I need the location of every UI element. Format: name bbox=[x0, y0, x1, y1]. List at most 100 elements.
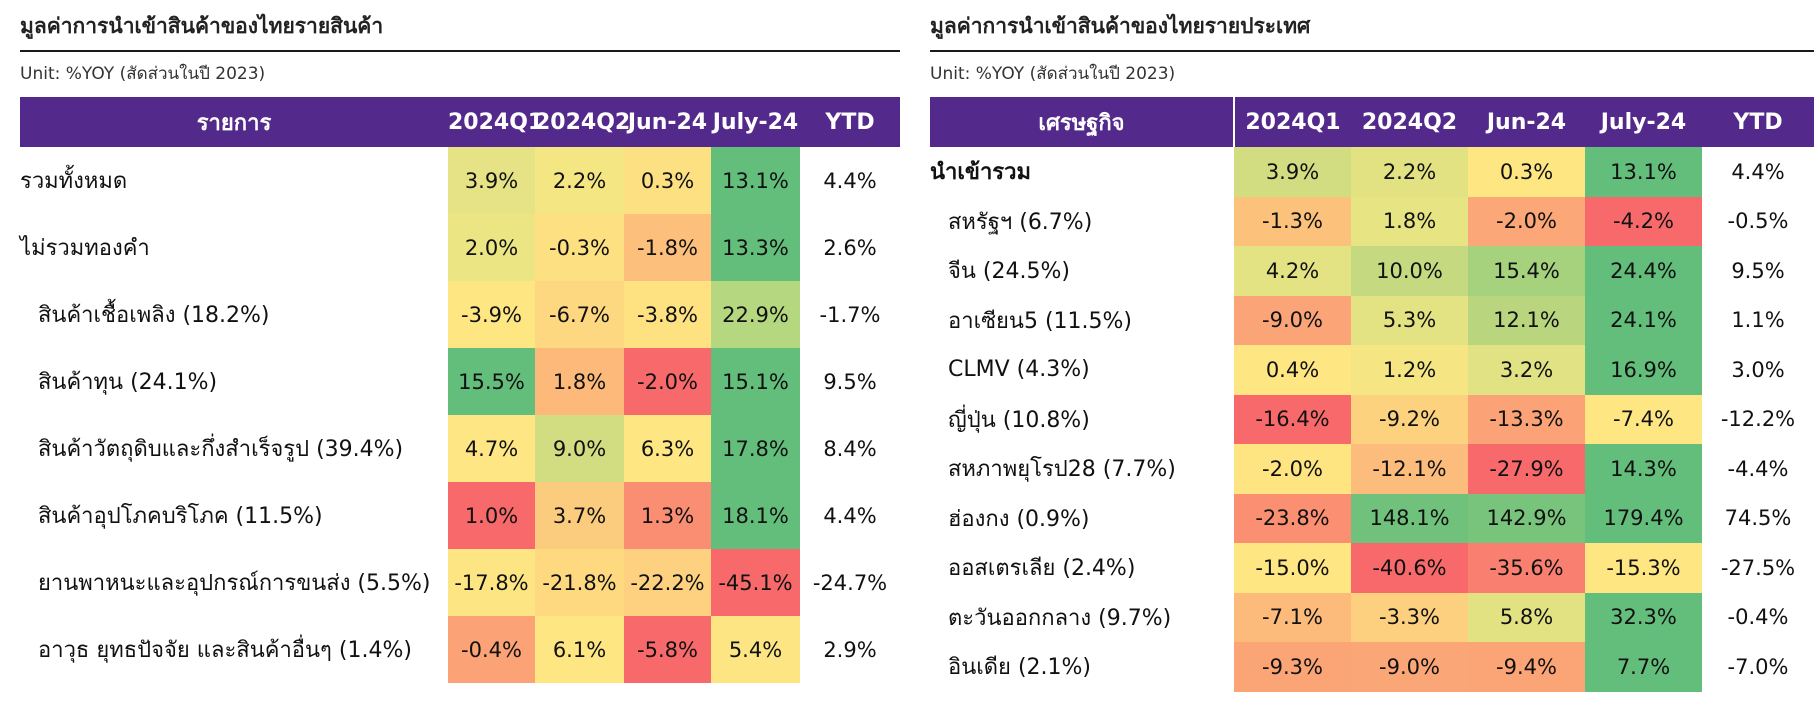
value-cell: -40.6% bbox=[1351, 543, 1468, 593]
value-cell: -45.1% bbox=[711, 549, 800, 616]
header-jun-24: Jun-24 bbox=[624, 97, 711, 147]
row-label: สินค้าเชื้อเพลิง (18.2%) bbox=[38, 303, 270, 328]
value-cell: -2.0% bbox=[1234, 444, 1351, 494]
table-row: CLMV (4.3%) 0.4% 1.2% 3.2% 16.9% 3.0% bbox=[930, 345, 1814, 395]
value-cell: 1.1% bbox=[1702, 295, 1814, 345]
value-cell: 6.1% bbox=[535, 616, 624, 683]
value-cell: 5.3% bbox=[1351, 295, 1468, 345]
value-cell: 1.0% bbox=[448, 482, 535, 549]
value-cell: 15.5% bbox=[448, 348, 535, 415]
value-cell: 22.9% bbox=[711, 281, 800, 348]
country-table-title: มูลค่าการนำเข้าสินค้าของไทยรายประเทศ bbox=[930, 14, 1311, 38]
value-cell: 2.2% bbox=[535, 147, 624, 214]
value-cell: 3.9% bbox=[1234, 147, 1351, 197]
row-label: ยานพาหนะและอุปกรณ์การขนส่ง (5.5%) bbox=[38, 571, 431, 596]
header-ytd: YTD bbox=[1702, 97, 1814, 147]
header-economy: เศรษฐกิจ bbox=[930, 97, 1235, 147]
value-cell: 24.4% bbox=[1585, 246, 1702, 296]
value-cell: 24.1% bbox=[1585, 295, 1702, 345]
product-import-table: รายการ 2024Q1 2024Q2 Jun-24 July-24 YTD … bbox=[20, 97, 900, 683]
row-label: ออสเตรเลีย (2.4%) bbox=[948, 556, 1136, 582]
value-cell: -17.8% bbox=[448, 549, 535, 616]
header-item: รายการ bbox=[20, 97, 448, 147]
country-unit-note: Unit: %YOY (สัดส่วนในปี 2023) bbox=[930, 64, 1176, 84]
row-label: รวมทั้งหมด bbox=[20, 169, 128, 194]
header-2024q1: 2024Q1 bbox=[1234, 97, 1351, 147]
value-cell: -5.8% bbox=[624, 616, 711, 683]
value-cell: 6.3% bbox=[624, 415, 711, 482]
value-cell: 5.4% bbox=[711, 616, 800, 683]
table-row: สินค้าเชื้อเพลิง (18.2%) -3.9% -6.7% -3.8% 2… bbox=[20, 281, 900, 348]
value-cell: -0.4% bbox=[1702, 592, 1814, 642]
value-cell: 74.5% bbox=[1702, 493, 1814, 543]
table-header-row: เศรษฐกิจ 2024Q1 2024Q2 Jun-24 July-24 YT… bbox=[930, 97, 1814, 147]
value-cell: -15.0% bbox=[1234, 543, 1351, 593]
row-label: นำเข้ารวม bbox=[930, 160, 1031, 186]
table-row: อาเซียน5 (11.5%) -9.0% 5.3% 12.1% 24.1% 1.1% bbox=[930, 295, 1814, 345]
row-label: อาวุธ ยุทธปัจจัย และสินค้าอื่นๆ (1.4%) bbox=[38, 638, 412, 663]
value-cell: 3.2% bbox=[1468, 345, 1585, 395]
row-label: ไม่รวมทองคำ bbox=[20, 236, 150, 261]
value-cell: 5.8% bbox=[1468, 592, 1585, 642]
row-label: สหรัฐฯ (6.7%) bbox=[948, 209, 1093, 235]
value-cell: 0.3% bbox=[624, 147, 711, 214]
row-label: สินค้าทุน (24.1%) bbox=[38, 370, 218, 395]
value-cell: -9.4% bbox=[1468, 642, 1585, 692]
table-row: ยานพาหนะและอุปกรณ์การขนส่ง (5.5%) -17.8% -… bbox=[20, 549, 900, 616]
title-divider bbox=[20, 50, 900, 52]
table-header-row: รายการ 2024Q1 2024Q2 Jun-24 July-24 YTD bbox=[20, 97, 900, 147]
value-cell: 148.1% bbox=[1351, 493, 1468, 543]
value-cell: -2.0% bbox=[1468, 196, 1585, 246]
value-cell: -13.3% bbox=[1468, 394, 1585, 444]
table-row: สินค้าทุน (24.1%) 15.5% 1.8% -2.0% 15.1% 9.5% bbox=[20, 348, 900, 415]
value-cell: -3.3% bbox=[1351, 592, 1468, 642]
value-cell: 0.4% bbox=[1234, 345, 1351, 395]
value-cell: 179.4% bbox=[1585, 493, 1702, 543]
table-row: สหภาพยุโรป28 (7.7%) -2.0% -12.1% -27.9% 14.3… bbox=[930, 444, 1814, 494]
table-row: นำเข้ารวม 3.9% 2.2% 0.3% 13.1% 4.4% bbox=[930, 147, 1814, 197]
value-cell: -9.0% bbox=[1234, 295, 1351, 345]
value-cell: -24.7% bbox=[800, 549, 900, 616]
value-cell: 2.0% bbox=[448, 214, 535, 281]
table-row: ญี่ปุ่น (10.8%) -16.4% -9.2% -13.3% -7.4% -12… bbox=[930, 394, 1814, 444]
value-cell: 9.5% bbox=[800, 348, 900, 415]
value-cell: -9.3% bbox=[1234, 642, 1351, 692]
header-2024q2: 2024Q2 bbox=[535, 97, 630, 147]
value-cell: -35.6% bbox=[1468, 543, 1585, 593]
value-cell: 0.3% bbox=[1468, 147, 1585, 197]
header-2024q1: 2024Q1 bbox=[448, 97, 543, 147]
header-july-24: July-24 bbox=[711, 97, 800, 147]
title-divider bbox=[930, 50, 1814, 52]
table-row: สหรัฐฯ (6.7%) -1.3% 1.8% -2.0% -4.2% -0.5% bbox=[930, 196, 1814, 246]
value-cell: 18.1% bbox=[711, 482, 800, 549]
row-label: อินเดีย (2.1%) bbox=[948, 655, 1091, 681]
value-cell: 13.1% bbox=[1585, 147, 1702, 197]
value-cell: 9.0% bbox=[535, 415, 624, 482]
value-cell: 4.7% bbox=[448, 415, 535, 482]
value-cell: 142.9% bbox=[1468, 493, 1585, 543]
row-label: จีน (24.5%) bbox=[948, 259, 1070, 285]
country-import-table: เศรษฐกิจ 2024Q1 2024Q2 Jun-24 July-24 YT… bbox=[930, 97, 1814, 692]
value-cell: 1.8% bbox=[1351, 196, 1468, 246]
value-cell: -7.0% bbox=[1702, 642, 1814, 692]
value-cell: -12.2% bbox=[1702, 394, 1814, 444]
value-cell: -4.2% bbox=[1585, 196, 1702, 246]
value-cell: -9.0% bbox=[1351, 642, 1468, 692]
table-row: ตะวันออกกลาง (9.7%) -7.1% -3.3% 5.8% 32.3% -0… bbox=[930, 592, 1814, 642]
value-cell: 15.1% bbox=[711, 348, 800, 415]
value-cell: 1.3% bbox=[624, 482, 711, 549]
table-row: สินค้าอุปโภคบริโภค (11.5%) 1.0% 3.7% 1.3% 18… bbox=[20, 482, 900, 549]
row-label: ฮ่องกง (0.9%) bbox=[948, 506, 1090, 532]
value-cell: 3.7% bbox=[535, 482, 624, 549]
product-unit-note: Unit: %YOY (สัดส่วนในปี 2023) bbox=[20, 64, 266, 84]
value-cell: -2.0% bbox=[624, 348, 711, 415]
value-cell: 8.4% bbox=[800, 415, 900, 482]
row-label: อาเซียน5 (11.5%) bbox=[948, 308, 1132, 334]
header-ytd: YTD bbox=[800, 97, 900, 147]
value-cell: 3.9% bbox=[448, 147, 535, 214]
row-label: สินค้าอุปโภคบริโภค (11.5%) bbox=[38, 504, 323, 529]
value-cell: -7.1% bbox=[1234, 592, 1351, 642]
value-cell: -21.8% bbox=[535, 549, 624, 616]
value-cell: -27.5% bbox=[1702, 543, 1814, 593]
row-label: สินค้าวัตถุดิบและกึ่งสำเร็จรูป (39.4%) bbox=[38, 437, 404, 462]
